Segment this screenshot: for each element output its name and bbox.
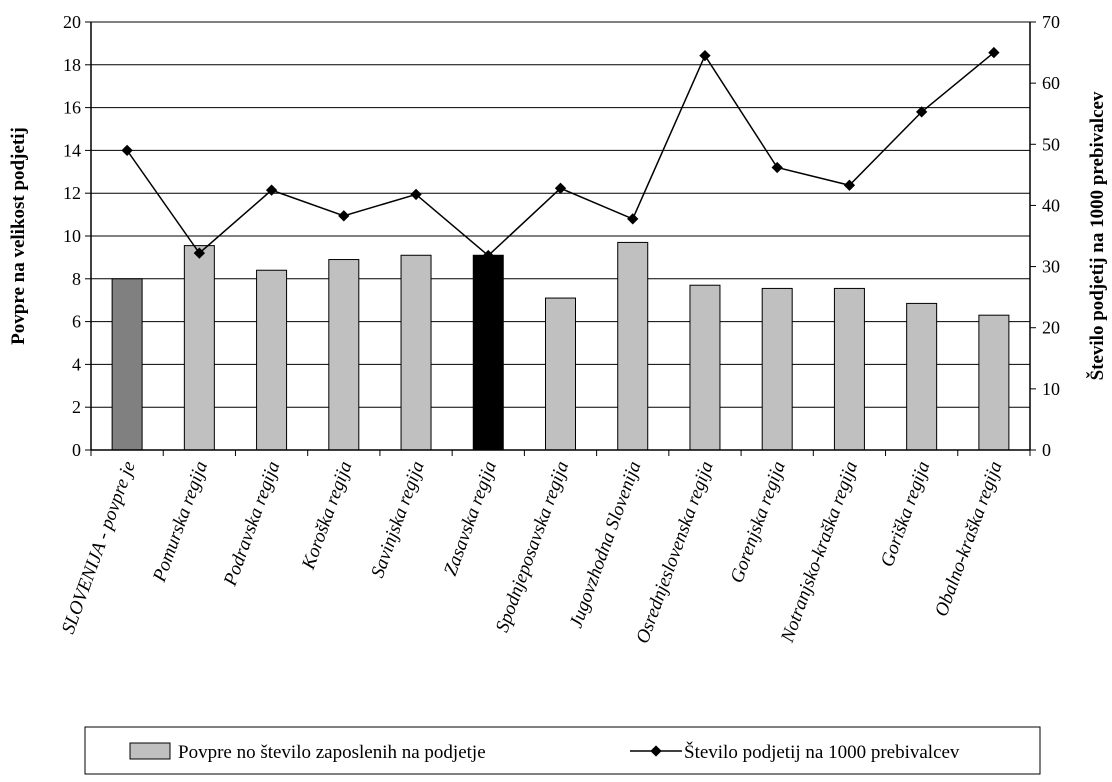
legend-line-label: Število podjetij na 1000 prebivalcev (684, 741, 960, 763)
right-tick-label: 60 (1042, 73, 1060, 93)
category-label: Obalno-kraška regija (931, 459, 1007, 620)
right-tick-label: 10 (1042, 379, 1060, 399)
line-series (121, 46, 1000, 262)
right-tick-label: 70 (1042, 12, 1060, 32)
bar (256, 269, 288, 451)
left-tick-label: 14 (63, 140, 81, 160)
right-axis-ticks: 0 10 20 30 40 50 60 70 (1030, 12, 1060, 460)
right-axis-title: Število podjetij na 1000 prebivalcev (1086, 91, 1108, 380)
line-point (193, 247, 206, 259)
bar (617, 241, 649, 451)
category-label: Jugovzhodna Slovenija (566, 459, 646, 631)
left-tick-label: 20 (63, 12, 81, 32)
bar (761, 287, 793, 451)
legend-bar-label: Povpre no število zaposlenih na podjetje (178, 742, 486, 763)
bar (545, 297, 576, 451)
right-tick-label: 20 (1042, 318, 1060, 338)
line-point (699, 49, 711, 62)
left-tick-label: 10 (63, 226, 81, 246)
left-tick-label: 8 (72, 269, 81, 289)
right-tick-label: 40 (1042, 195, 1060, 215)
left-axis-ticks: 0 2 4 6 8 10 12 14 16 18 20 (63, 12, 91, 460)
category-labels: SLOVENIJA - povpre je Pomurska regija Podr… (58, 459, 1007, 647)
line-point (121, 144, 133, 157)
category-label: Spodnjeposavska regija (492, 459, 573, 636)
line-point (554, 182, 567, 194)
left-tick-label: 2 (72, 397, 81, 417)
legend-line-marker (650, 745, 662, 757)
right-tick-label: 0 (1042, 440, 1051, 460)
bar (978, 314, 1010, 451)
bar (906, 302, 938, 451)
legend-bar-swatch (129, 742, 171, 760)
left-tick-label: 16 (63, 98, 81, 118)
bar (400, 254, 432, 451)
category-label: SLOVENIJA - povpre je (58, 459, 140, 637)
left-axis-title: Povpre na velikost podjetij (8, 127, 29, 345)
line-point (771, 161, 783, 174)
left-tick-label: 6 (72, 312, 81, 332)
category-label: Zasavska regija (440, 459, 501, 579)
left-tick-label: 12 (63, 183, 81, 203)
left-tick-label: 0 (72, 440, 81, 460)
line-point (482, 249, 494, 262)
category-label: Osrednjeslovenska regija (632, 459, 717, 647)
category-label: Podravska regija (219, 459, 284, 590)
bar (833, 287, 865, 451)
bar-series (111, 241, 1010, 451)
category-label: Pomurska regija (149, 459, 212, 586)
bar (183, 245, 215, 451)
legend: Povpre no število zaposlenih na podjetje… (84, 726, 1041, 775)
right-tick-label: 30 (1042, 257, 1060, 277)
bar (689, 284, 721, 451)
category-label: Koroška regija (298, 459, 357, 573)
bar (111, 278, 143, 451)
legend-frame (84, 726, 1041, 775)
bar (328, 259, 360, 451)
line-point (843, 179, 856, 191)
left-tick-label: 18 (63, 55, 81, 75)
series-line (126, 51, 995, 257)
line-point (265, 184, 278, 196)
right-tick-label: 50 (1042, 134, 1060, 154)
line-point (988, 46, 1000, 59)
line-point (627, 213, 639, 225)
line-point (338, 210, 350, 222)
left-tick-label: 4 (72, 354, 81, 374)
category-label: Savinjska regija (367, 459, 429, 581)
bar (472, 254, 504, 451)
line-point (410, 188, 422, 201)
category-label: Notranjsko-kraška regija (777, 459, 862, 646)
category-label: Goriška regija (877, 459, 935, 570)
category-label: Gorenjska regija (726, 459, 789, 586)
